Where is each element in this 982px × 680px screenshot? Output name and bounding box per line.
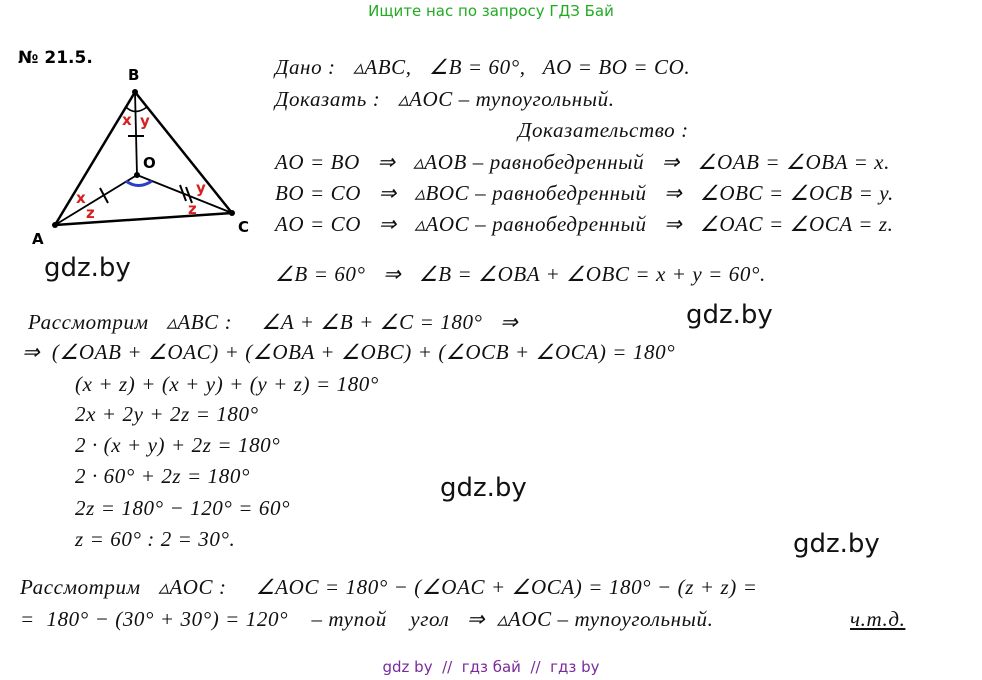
footer: gdz by // гдз бай // гдз by xyxy=(382,658,600,676)
watermark: gdz.by xyxy=(793,529,880,559)
angle-mark: x xyxy=(76,189,86,207)
watermark: gdz.by xyxy=(686,300,773,330)
text-line: Доказательство : xyxy=(518,118,689,142)
text-line: Доказать : ▵AOC – тупоугольный. xyxy=(275,87,615,111)
qed: ч.т.д. xyxy=(850,607,906,631)
text-line: Рассмотрим ▵ABC : ∠A + ∠B + ∠C = 180° ⇒ xyxy=(28,310,519,334)
figure: B O A C x y x z y z xyxy=(32,66,249,248)
watermark: gdz.by xyxy=(440,473,527,503)
text-line: 2 · (x + y) + 2z = 180° xyxy=(75,433,281,457)
angle-mark: z xyxy=(86,204,95,222)
text-line: = 180° − (30° + 30°) = 120° – тупой угол… xyxy=(20,607,714,631)
text-line: Рассмотрим ▵AOC : ∠AOC = 180° − (∠OAC + … xyxy=(20,575,758,599)
vertex-label: O xyxy=(143,154,156,172)
text-line: Дано : ▵ABC, ∠B = 60°, AO = BO = CO. xyxy=(275,55,691,79)
angle-mark: x xyxy=(122,111,132,129)
text-line: AO = CO ⇒ ▵AOC – равнобедренный ⇒ ∠OAC =… xyxy=(275,212,894,236)
text-line: 2 · 60° + 2z = 180° xyxy=(75,464,250,488)
text-line: ⇒ (∠OAB + ∠OAC) + (∠OBA + ∠OBC) + (∠OCB … xyxy=(22,340,676,364)
watermark: gdz.by xyxy=(44,253,131,283)
angle-mark: z xyxy=(188,200,197,218)
text-line: ∠B = 60° ⇒ ∠B = ∠OBA + ∠OBC = x + y = 60… xyxy=(275,262,766,286)
vertex-label: B xyxy=(128,66,139,84)
angle-mark: y xyxy=(196,179,206,197)
angle-mark: y xyxy=(140,112,150,130)
header: Ищите нас по запросу ГДЗ Бай xyxy=(368,2,614,20)
text-line: 2x + 2y + 2z = 180° xyxy=(75,402,259,426)
vertex-label: C xyxy=(238,218,249,236)
text-line: BO = CO ⇒ ▵BOC – равнобедренный ⇒ ∠OBC =… xyxy=(275,181,894,205)
text-line: z = 60° : 2 = 30°. xyxy=(75,527,236,551)
problem-number: № 21.5. xyxy=(18,48,93,68)
vertex-label: A xyxy=(32,230,44,248)
text-line: AO = BO ⇒ ▵AOB – равнобедренный ⇒ ∠OAB =… xyxy=(275,150,890,174)
text-line: 2z = 180° − 120° = 60° xyxy=(75,496,291,520)
text-line: (x + z) + (x + y) + (y + z) = 180° xyxy=(75,372,379,396)
